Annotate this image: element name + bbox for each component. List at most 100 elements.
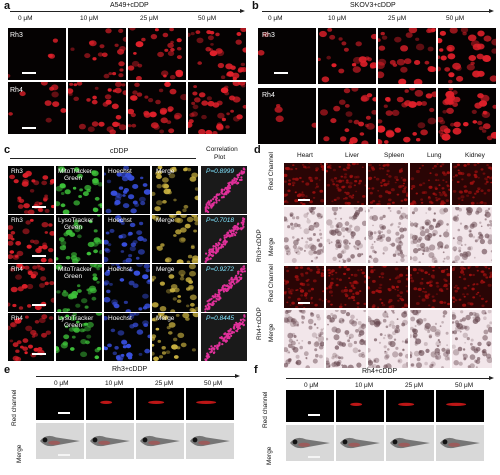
panel-f-conc-0: 0 μM bbox=[304, 382, 319, 389]
panel-c-correlation-plot bbox=[201, 215, 247, 263]
panel-d-group-0: Rh3+cDDP bbox=[256, 229, 263, 262]
panel-c-image bbox=[152, 264, 198, 312]
panel-d-tissue-image bbox=[326, 266, 366, 308]
panel-e-merge-image bbox=[136, 423, 184, 459]
scale-bar bbox=[274, 72, 288, 74]
panel-c-merge-label: Merge bbox=[156, 217, 175, 224]
panel-d-tissue-image bbox=[368, 310, 408, 368]
panel-c-image bbox=[56, 215, 102, 263]
panel-d-letter: d bbox=[254, 144, 261, 156]
panel-f-red-image bbox=[286, 390, 334, 422]
panel-c-hoechst-label: Hoechst bbox=[108, 266, 132, 273]
panel-d-group-1: Rh4+cDDP bbox=[256, 307, 263, 340]
panel-a-arrow-head bbox=[240, 8, 245, 13]
panel-c-image bbox=[56, 166, 102, 214]
panel-d-tissue-image bbox=[326, 163, 366, 205]
panel-e-row-0: Red channel bbox=[11, 389, 18, 427]
panel-c-compound-label: Rh3 bbox=[11, 168, 23, 175]
panel-c-image bbox=[56, 264, 102, 312]
panel-c-image bbox=[104, 313, 150, 361]
scale-bar bbox=[298, 199, 310, 201]
panel-b-row-1: Rh4 bbox=[262, 92, 275, 99]
panel-c-image bbox=[152, 215, 198, 263]
panel-c-image bbox=[8, 264, 54, 312]
panel-d-tissue-image bbox=[452, 310, 492, 368]
panel-d-organ-1: Liver bbox=[345, 152, 360, 159]
panel-c-pearson-value: P=0.8999 bbox=[206, 168, 235, 175]
panel-e-merge-image bbox=[86, 423, 134, 459]
panel-a-image bbox=[68, 28, 126, 80]
panel-d-tissue-image bbox=[326, 310, 366, 368]
panel-a-image bbox=[188, 82, 246, 134]
scale-bar bbox=[58, 454, 70, 456]
panel-a-image bbox=[8, 28, 66, 80]
panel-f-merge-image bbox=[286, 425, 334, 461]
panel-d-tissue-image bbox=[410, 310, 450, 368]
panel-a-conc-2: 25 μM bbox=[140, 15, 159, 22]
panel-c-tracker-label: LysoTracker bbox=[58, 217, 94, 224]
panel-d-tissue-image bbox=[368, 207, 408, 263]
panel-f-letter: f bbox=[254, 364, 258, 376]
panel-a-conc-1: 10 μM bbox=[80, 15, 99, 22]
scale-bar bbox=[32, 255, 46, 257]
panel-b-image bbox=[438, 28, 496, 84]
panel-c-image bbox=[104, 215, 150, 263]
scale-bar bbox=[298, 302, 310, 304]
panel-d-organ-2: Spleen bbox=[384, 152, 405, 159]
panel-a-title: A549+cDDP bbox=[110, 2, 149, 9]
panel-c-correlation-plot bbox=[201, 166, 247, 214]
panel-c-bracket bbox=[10, 158, 196, 159]
panel-d-tissue-image bbox=[326, 207, 366, 263]
panel-a-row-0: Rh3 bbox=[10, 32, 23, 39]
scale-bar bbox=[22, 127, 36, 129]
panel-f-red-image bbox=[386, 390, 434, 422]
panel-f-merge-image bbox=[336, 425, 384, 461]
panel-b-conc-1: 10 μM bbox=[328, 15, 347, 22]
panel-c-image bbox=[104, 166, 150, 214]
panel-b-image bbox=[318, 88, 376, 144]
panel-e-arrow-head bbox=[235, 373, 240, 378]
panel-a-conc-3: 50 μM bbox=[198, 15, 217, 22]
panel-c-letter: c bbox=[4, 144, 11, 156]
panel-d-tissue-image bbox=[284, 310, 324, 368]
panel-c-merge-label: Merge bbox=[156, 168, 175, 175]
panel-e-arrow-line bbox=[36, 376, 236, 377]
panel-e-merge-image bbox=[186, 423, 234, 459]
panel-d-g1-ch0: Red Channel bbox=[268, 264, 275, 302]
panel-d-tissue-image bbox=[368, 266, 408, 308]
panel-e-conc-1: 10 μM bbox=[105, 380, 124, 387]
panel-c-tracker-label-2: Green bbox=[64, 322, 83, 329]
panel-f-title: Rh4+cDDP bbox=[362, 368, 398, 375]
panel-d-tissue-image bbox=[410, 207, 450, 263]
panel-e-red-image bbox=[186, 388, 234, 420]
panel-e-conc-0: 0 μM bbox=[54, 380, 69, 387]
panel-e-red-image bbox=[86, 388, 134, 420]
panel-b-image bbox=[378, 88, 436, 144]
panel-c-pearson-value: P=0.7018 bbox=[206, 217, 235, 224]
panel-c-pearson-value: P=0.9272 bbox=[206, 266, 235, 273]
panel-d-tissue-image bbox=[284, 163, 324, 205]
panel-e-conc-2: 25 μM bbox=[155, 380, 174, 387]
panel-c-image bbox=[8, 215, 54, 263]
panel-b-title: SKOV3+cDDP bbox=[350, 2, 396, 9]
panel-e-letter: e bbox=[4, 364, 11, 376]
panel-f-conc-2: 25 μM bbox=[405, 382, 424, 389]
panel-d-organ-4: Kidney bbox=[465, 152, 485, 159]
panel-a-image bbox=[188, 28, 246, 80]
panel-c-image bbox=[56, 313, 102, 361]
panel-c-tracker-label: LysoTracker bbox=[58, 315, 94, 322]
scale-bar bbox=[58, 412, 70, 414]
panel-e-red-image bbox=[136, 388, 184, 420]
panel-f-row-1: Merge bbox=[266, 446, 273, 465]
panel-a-arrow-line bbox=[10, 11, 242, 12]
panel-a-letter: a bbox=[4, 0, 11, 12]
panel-c-compound-label: Rh3 bbox=[11, 217, 23, 224]
panel-c-tracker-label-2: Green bbox=[64, 273, 83, 280]
panel-c-image bbox=[104, 264, 150, 312]
panel-b-letter: b bbox=[252, 0, 259, 12]
panel-a-image bbox=[68, 82, 126, 134]
panel-c-merge-label: Merge bbox=[156, 266, 175, 273]
panel-e-conc-3: 50 μM bbox=[204, 380, 223, 387]
panel-d-tissue-image bbox=[452, 163, 492, 205]
panel-f-conc-3: 50 μM bbox=[455, 382, 474, 389]
